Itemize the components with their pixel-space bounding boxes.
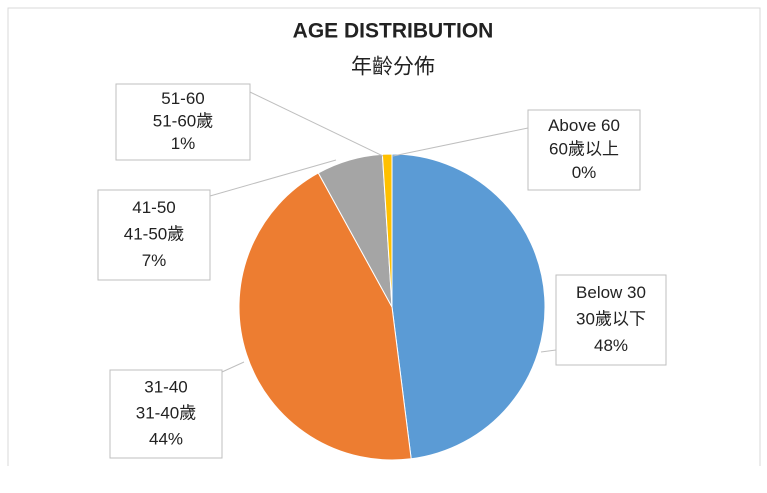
slice-label: 51-60	[161, 89, 204, 108]
value-label: 7%	[142, 251, 167, 270]
chart-subtitle: 年齡分佈	[351, 56, 435, 79]
slice-label: Below 30	[576, 283, 646, 302]
slice-label-zh: 41-50歲	[124, 224, 184, 243]
label-box	[109, 369, 223, 459]
chart-border	[7, 7, 761, 466]
pie-slice	[238, 172, 412, 461]
leader-line	[209, 159, 337, 197]
leader-line	[249, 91, 384, 157]
slice-label: 41-50	[132, 198, 175, 217]
leader-line	[540, 349, 557, 353]
leader-line	[392, 127, 529, 157]
slice-label-zh: 30歲以下	[576, 309, 646, 328]
slice-label: 31-40	[144, 378, 187, 397]
value-label: 1%	[171, 134, 196, 153]
slice-label: Above 60	[548, 116, 620, 135]
label-box	[97, 189, 211, 281]
label-box	[115, 83, 251, 161]
value-label: 44%	[149, 429, 183, 448]
value-label: 48%	[594, 336, 628, 355]
label-box	[527, 109, 641, 191]
chart-title: AGE DISTRIBUTION	[293, 20, 494, 43]
slice-label-zh: 60歲以上	[549, 139, 619, 158]
slice-label-zh: 31-40歲	[136, 403, 196, 422]
leader-line	[221, 361, 245, 373]
value-label: 0%	[572, 163, 597, 182]
label-box	[555, 274, 667, 366]
pie-slice	[391, 153, 546, 460]
slice-label-zh: 51-60歲	[153, 111, 213, 130]
